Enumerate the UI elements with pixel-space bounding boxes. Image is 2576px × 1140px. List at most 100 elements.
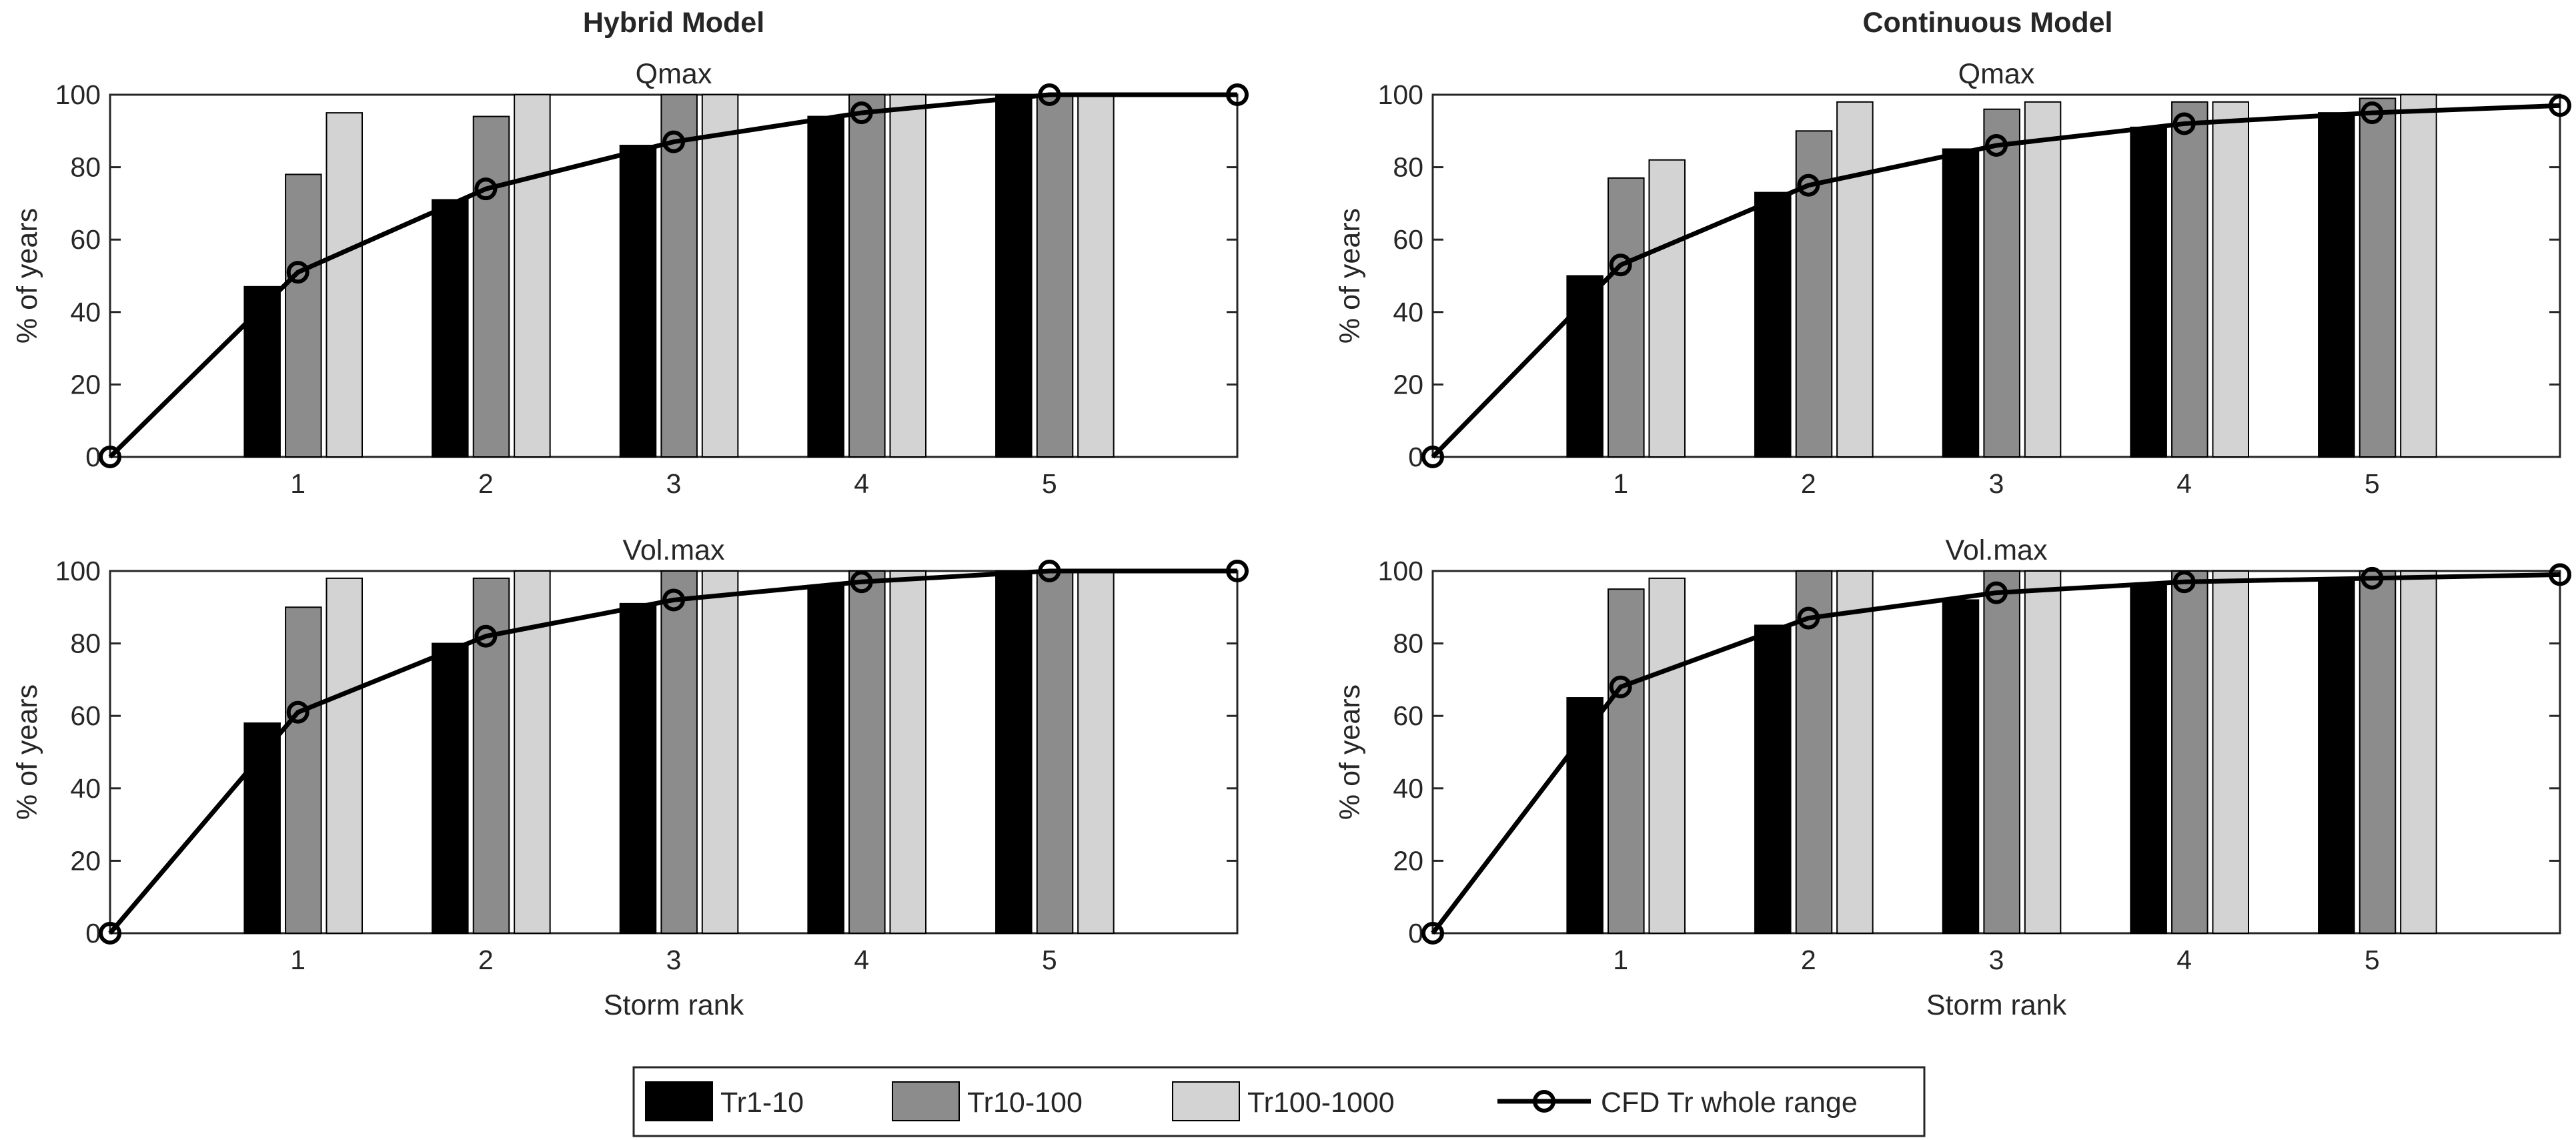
cfd-point-6 — [1226, 560, 1249, 582]
cfd-point-4 — [2172, 570, 2196, 594]
y-axis-label: % of years — [1334, 208, 1366, 344]
cfd-point-6 — [2549, 94, 2571, 117]
cfd-point-3 — [1985, 581, 2008, 604]
bar-tr10-100-3 — [660, 570, 698, 934]
panel-hybrid-volmax: Vol.max 0 20 40 60 80 100 1 2 3 4 5 % of years Storm … — [11, 534, 1249, 1021]
panel-hybrid-qmax: Qmax 0 20 40 60 80 100 1 2 3 4 5 % of years — [11, 58, 1249, 499]
cfd-point-2 — [1797, 606, 1820, 630]
cfd-point-5 — [1038, 560, 1061, 582]
cfd-point-2 — [1797, 173, 1820, 197]
bar-tr1-10-3 — [619, 145, 657, 458]
panel-title: Vol.max — [623, 534, 725, 566]
bar-tr10-100-3 — [660, 94, 698, 458]
y-tick-label: 80 — [1393, 628, 1423, 659]
x-axis-label: Storm rank — [604, 989, 744, 1021]
x-tick-label: 2 — [1801, 468, 1816, 499]
y-tick-label: 0 — [85, 918, 101, 949]
bar-tr10-100-4 — [848, 94, 886, 458]
bar-tr100-1000-3 — [701, 94, 739, 458]
y-axis-label: % of years — [11, 208, 43, 344]
y-tick-label: 40 — [70, 297, 101, 328]
x-tick-label: 1 — [1613, 945, 1628, 975]
y-tick-label: 20 — [1393, 845, 1423, 876]
bar-tr100-1000-1 — [326, 577, 363, 934]
bar-tr10-100-1 — [1607, 588, 1645, 934]
bar-tr1-10-1 — [243, 286, 281, 458]
x-tick-label: 4 — [2176, 945, 2192, 975]
bar-tr100-1000-4 — [2212, 570, 2249, 934]
panel-title: Vol.max — [1946, 534, 2048, 566]
bar-tr100-1000-3 — [2024, 101, 2062, 458]
cfd-line — [1431, 103, 2561, 459]
cfd-point-3 — [662, 588, 685, 612]
bar-tr100-1000-4 — [889, 570, 926, 934]
x-tick-label: 4 — [854, 468, 869, 499]
y-tick-label: 100 — [55, 79, 101, 110]
bar-tr1-10-4 — [2130, 126, 2167, 458]
y-tick-label: 40 — [1393, 773, 1423, 804]
column-title-continuous: Continuous Model — [1863, 7, 2113, 39]
y-tick-label: 60 — [1393, 224, 1423, 255]
bar-tr100-1000-4 — [889, 94, 926, 458]
bar-tr100-1000-5 — [1077, 94, 1115, 458]
bar-tr1-10-2 — [1754, 624, 1792, 934]
bar-tr10-100-4 — [2171, 570, 2208, 934]
legend-swatch-tr100-1000 — [1172, 1081, 1240, 1121]
bar-tr10-100-5 — [1036, 94, 1074, 458]
y-tick-label: 20 — [70, 369, 101, 400]
y-tick-label: 60 — [70, 224, 101, 255]
y-tick-label: 100 — [55, 556, 101, 586]
bar-tr1-10-4 — [2130, 584, 2167, 934]
x-tick-label: 4 — [854, 945, 869, 975]
legend-box — [632, 1066, 1926, 1137]
bar-tr1-10-1 — [243, 722, 281, 935]
cfd-point-2 — [474, 624, 498, 648]
x-tick-label: 5 — [2365, 468, 2380, 499]
x-tick-label: 1 — [290, 945, 305, 975]
x-tick-label: 1 — [1613, 468, 1628, 499]
legend-label-tr10-100: Tr10-100 — [967, 1087, 1083, 1119]
y-tick-label: 100 — [1378, 79, 1423, 110]
bar-tr1-10-5 — [2318, 577, 2355, 934]
y-tick-label: 0 — [1408, 918, 1423, 949]
legend-swatch-tr10-100 — [892, 1081, 960, 1121]
cfd-line — [108, 568, 1237, 935]
cfd-point-0 — [1421, 446, 1444, 468]
cfd-line — [1431, 572, 2561, 935]
bar-tr1-10-2 — [432, 642, 469, 934]
y-tick-label: 60 — [1393, 700, 1423, 731]
x-tick-label: 3 — [666, 945, 682, 975]
y-axis-label: % of years — [1334, 684, 1366, 820]
cfd-point-4 — [850, 570, 873, 594]
panel-continuous-volmax: Vol.max 0 20 40 60 80 100 1 2 3 4 5 % of years Storm … — [1334, 534, 2571, 1021]
y-tick-label: 80 — [70, 152, 101, 183]
bar-tr100-1000-4 — [2212, 101, 2249, 458]
bar-tr1-10-5 — [995, 570, 1033, 934]
bar-tr10-100-1 — [1607, 177, 1645, 458]
x-tick-label: 5 — [2365, 945, 2380, 975]
legend: Tr1-10 Tr10-100 Tr100-1000 CFD Tr whole … — [632, 1066, 1926, 1137]
cfd-point-0 — [1421, 922, 1444, 945]
cfd-point-0 — [99, 446, 121, 468]
panel-title: Qmax — [1958, 58, 2035, 90]
x-tick-label: 2 — [478, 945, 494, 975]
cfd-point-5 — [2361, 566, 2384, 590]
bar-tr100-1000-3 — [2024, 570, 2062, 934]
x-axis-label: Storm rank — [1926, 989, 2067, 1021]
y-tick-label: 0 — [85, 442, 101, 472]
y-tick-label: 80 — [1393, 152, 1423, 183]
column-title-hybrid: Hybrid Model — [583, 7, 764, 39]
bar-tr100-1000-1 — [326, 112, 363, 458]
bar-tr10-100-5 — [2359, 97, 2397, 458]
cfd-point-3 — [1985, 134, 2008, 157]
bar-tr10-100-2 — [1795, 570, 1833, 934]
y-tick-label: 100 — [1378, 556, 1423, 586]
y-tick-label: 40 — [70, 773, 101, 804]
bar-tr10-100-2 — [472, 115, 510, 458]
bar-tr1-10-2 — [1754, 191, 1792, 458]
cfd-point-0 — [99, 922, 121, 945]
bar-tr1-10-1 — [1566, 275, 1603, 458]
legend-marker-cfd — [1533, 1090, 1555, 1113]
bar-tr100-1000-5 — [1077, 570, 1115, 934]
